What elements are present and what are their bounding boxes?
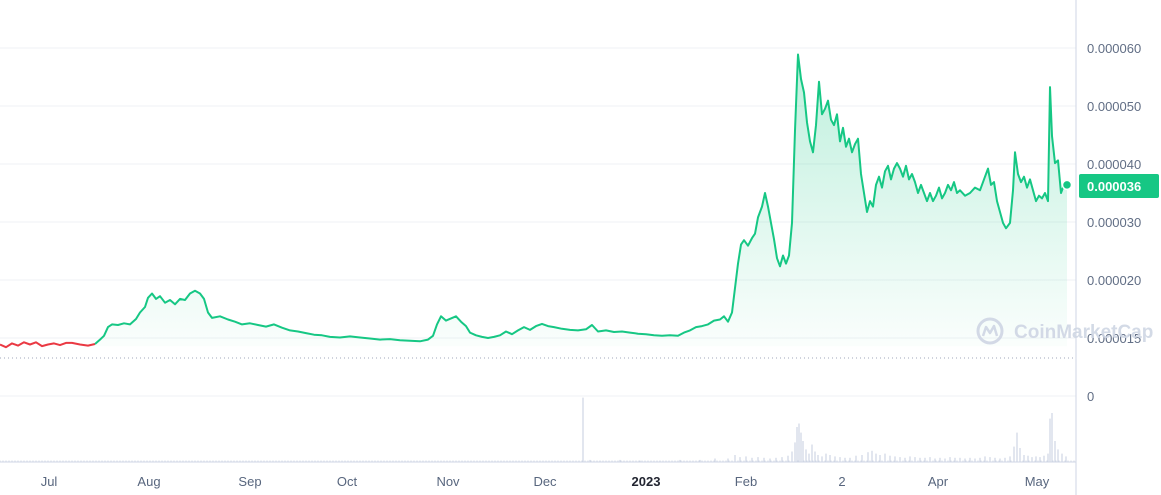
x-tick-label: Jul [41,474,58,489]
price-line-up-segment [94,53,1067,345]
volume-bars [0,397,1075,462]
current-price-label: 0.000036 [1087,179,1141,194]
price-line-down-segment [0,341,96,349]
x-tick-label: Oct [337,474,358,489]
x-tick-label: Feb [735,474,757,489]
y-tick-label: 0.000040 [1087,157,1141,172]
x-tick-label: Aug [137,474,160,489]
price-line[interactable] [0,53,1067,349]
x-tick-label: May [1025,474,1050,489]
x-tick-label: 2 [838,474,845,489]
x-tick-label: Nov [436,474,460,489]
y-tick-label: 0.000030 [1087,215,1141,230]
y-tick-label: 0 [1087,389,1094,404]
current-price-badge-bg [1079,174,1159,198]
current-price-dot [1061,179,1073,191]
coinmarketcap-logo-mark [981,324,999,337]
coinmarketcap-logo-icon [976,317,1004,345]
x-tick-label: Dec [533,474,557,489]
current-price-badge: 0.000036 [1079,174,1159,198]
price-area-fill [95,54,1067,347]
y-tick-label: 0.000050 [1087,99,1141,114]
x-tick-label: 2023 [632,474,661,489]
x-tick-label: Sep [238,474,261,489]
y-axis: 0.000060 0.000050 0.000040 0.000030 0.000020… [1087,41,1141,404]
y-tick-label: 0.000015 [1087,331,1141,346]
y-tick-label: 0.000020 [1087,273,1141,288]
y-tick-label: 0.000060 [1087,41,1141,56]
x-axis: Jul Aug Sep Oct Nov Dec 2023 Feb 2 Apr May [41,474,1050,489]
watermark-text: CoinMarketCap [1014,322,1153,343]
x-tick-label: Apr [928,474,949,489]
watermark: CoinMarketCap [976,317,1153,345]
